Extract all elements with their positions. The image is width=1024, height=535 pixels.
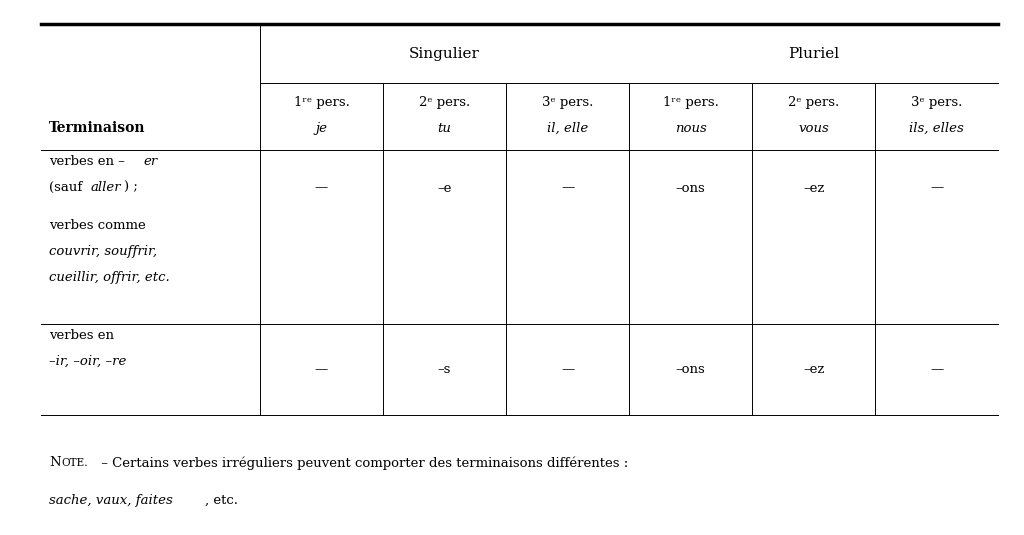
Text: – Certains verbes irréguliers peuvent comporter des terminaisons différentes :: – Certains verbes irréguliers peuvent co… — [97, 456, 629, 470]
Text: il, elle: il, elle — [547, 122, 588, 135]
Text: –e: –e — [437, 181, 452, 195]
Text: ils, elles: ils, elles — [909, 122, 965, 135]
Text: –ir, –oir, –re: –ir, –oir, –re — [49, 355, 127, 368]
Text: OTE.: OTE. — [61, 458, 88, 468]
Text: nous: nous — [675, 122, 707, 135]
Text: verbes en: verbes en — [49, 329, 114, 342]
Text: –s: –s — [438, 363, 452, 376]
Text: —: — — [561, 181, 574, 195]
Text: 2ᵉ pers.: 2ᵉ pers. — [419, 96, 470, 110]
Text: Singulier: Singulier — [410, 47, 480, 60]
Text: aller: aller — [90, 181, 121, 194]
Text: Pluriel: Pluriel — [788, 47, 840, 60]
Text: , etc.: , etc. — [205, 494, 238, 507]
Text: (sauf: (sauf — [49, 181, 87, 194]
Text: 1ʳᵉ pers.: 1ʳᵉ pers. — [663, 96, 719, 110]
Text: couvrir, souffrir,: couvrir, souffrir, — [49, 245, 158, 258]
Text: ) ;: ) ; — [124, 181, 138, 194]
Text: 3ᵉ pers.: 3ᵉ pers. — [542, 96, 593, 110]
Text: —: — — [930, 363, 943, 376]
Text: je: je — [315, 122, 328, 135]
Text: sache, vaux, faites: sache, vaux, faites — [49, 494, 173, 507]
Text: –ons: –ons — [676, 363, 706, 376]
Text: Terminaison: Terminaison — [49, 121, 145, 135]
Text: 1ʳᵉ pers.: 1ʳᵉ pers. — [294, 96, 349, 110]
Text: 2ᵉ pers.: 2ᵉ pers. — [788, 96, 840, 110]
Text: verbes comme: verbes comme — [49, 219, 145, 232]
Text: –ons: –ons — [676, 181, 706, 195]
Text: –ez: –ez — [803, 181, 824, 195]
Text: verbes en –: verbes en – — [49, 155, 125, 168]
Text: 3ᵉ pers.: 3ᵉ pers. — [911, 96, 963, 110]
Text: —: — — [930, 181, 943, 195]
Text: cueillir, offrir, etc.: cueillir, offrir, etc. — [49, 271, 170, 284]
Text: —: — — [315, 181, 328, 195]
Text: –ez: –ez — [803, 363, 824, 376]
Text: —: — — [315, 363, 328, 376]
Text: —: — — [561, 363, 574, 376]
Text: tu: tu — [437, 122, 452, 135]
Text: vous: vous — [799, 122, 829, 135]
Text: er: er — [143, 155, 158, 168]
Text: N: N — [49, 456, 60, 469]
